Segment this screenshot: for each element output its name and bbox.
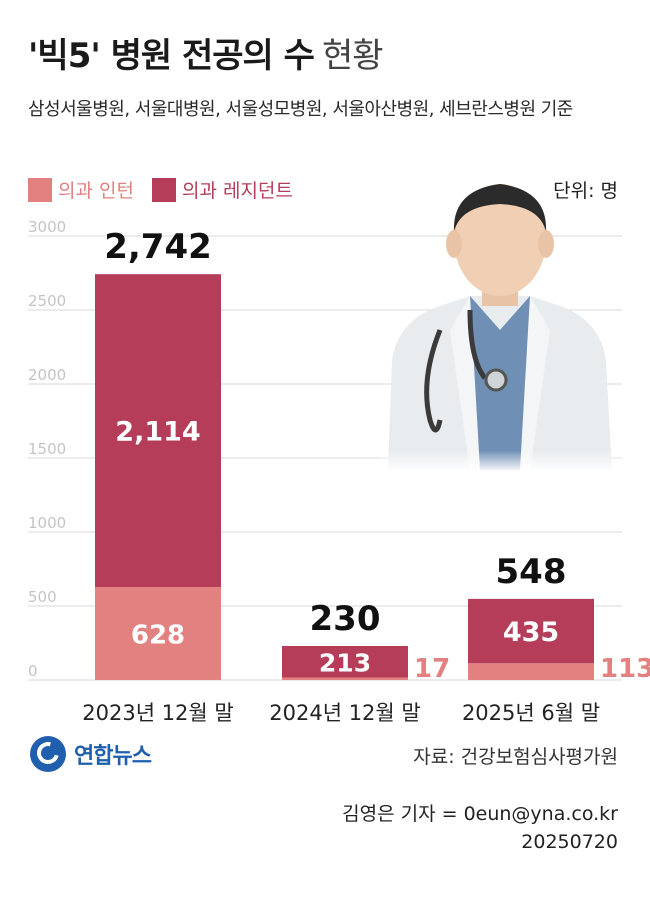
data-label-intern: 17 — [414, 654, 450, 684]
bar-intern — [282, 677, 408, 680]
bars — [95, 274, 594, 680]
bar-intern — [95, 587, 221, 680]
legend-swatch-resident — [151, 177, 176, 202]
total-label: 230 — [310, 599, 381, 639]
legend-item-intern: 의과 인턴 — [28, 176, 134, 203]
y-tick-label: 2500 — [28, 292, 66, 310]
data-label-resident: 435 — [503, 617, 559, 648]
stacked-bar-chart: 0 500 1000 1500 2000 2500 3000 2,114 628 2,742 20… — [28, 184, 650, 725]
y-tick-label: 1000 — [28, 514, 66, 532]
legend-item-resident: 의과 레지던트 — [151, 176, 293, 203]
logo-text: 연합뉴스 — [74, 744, 152, 769]
doctor-illustration — [380, 184, 620, 472]
total-label: 2,742 — [104, 227, 212, 267]
bar-resident — [95, 274, 221, 588]
x-tick-label: 2025년 6월 말 — [462, 701, 600, 725]
unit-label: 단위: 명 — [553, 180, 618, 202]
bar-intern — [468, 663, 594, 680]
data-label-resident: 213 — [319, 649, 371, 678]
x-tick-label: 2023년 12월 말 — [82, 701, 233, 725]
data-label-resident: 2,114 — [115, 417, 200, 448]
y-tick-label: 500 — [28, 588, 57, 606]
data-label-intern: 113 — [600, 654, 650, 684]
y-tick-label: 3000 — [28, 218, 66, 236]
total-label: 548 — [496, 552, 567, 592]
credit: 김영은 기자 = 0eun@yna.co.kr 20250720 — [342, 800, 618, 856]
x-tick-label: 2024년 12월 말 — [269, 701, 420, 725]
data-label-intern: 628 — [131, 621, 185, 651]
subtitle: 삼성서울병원, 서울대병원, 서울성모병원, 서울아산병원, 세브란스병원 기준 — [28, 99, 573, 120]
data-labels: 2,114 628 2,742 2023년 12월 말 213 17 230 2024년 12… — [82, 227, 650, 725]
y-tick-label: 0 — [28, 662, 38, 680]
title-light: 현황 — [321, 36, 384, 76]
page-title: '빅5' 병원 전공의 수 현황 — [28, 28, 384, 77]
legend-label-intern: 의과 인턴 — [58, 180, 134, 202]
yonhap-logo-icon — [30, 736, 66, 772]
legend-label-resident: 의과 레지던트 — [181, 180, 293, 202]
title-main: '빅5' 병원 전공의 수 — [28, 36, 315, 76]
logo: 연합뉴스 — [30, 736, 152, 772]
legend-swatch-intern — [28, 177, 52, 202]
bar-resident — [282, 645, 408, 678]
legend: 의과 인턴 의과 레지던트 — [28, 176, 311, 203]
reporter-credit: 김영은 기자 = 0eun@yna.co.kr — [342, 803, 618, 825]
credit-date: 20250720 — [521, 831, 618, 853]
source-text: 자료: 건강보험심사평가원 — [413, 746, 618, 768]
bar-resident — [468, 598, 594, 664]
y-tick-label: 1500 — [28, 440, 66, 458]
y-tick-label: 2000 — [28, 366, 66, 384]
